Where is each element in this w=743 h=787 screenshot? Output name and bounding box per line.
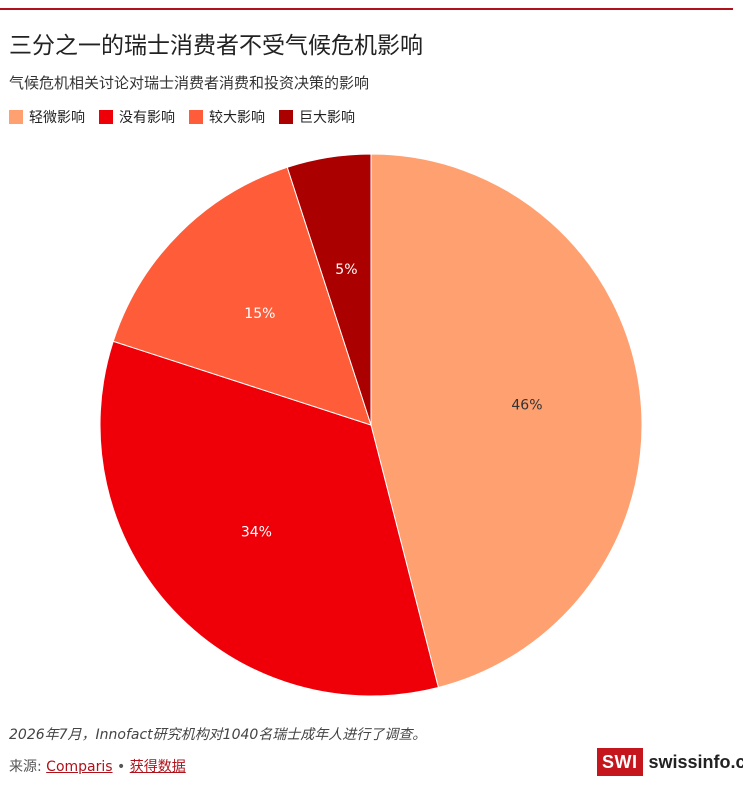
source-link[interactable]: Comparis — [46, 759, 113, 775]
legend-label-slight: 轻微影响 — [29, 110, 85, 126]
pie-chart: 46% 34% 15% 5% — [99, 153, 643, 697]
swissinfo-logo[interactable]: SWI swissinfo.ch — [597, 748, 743, 776]
source-separator: • — [112, 759, 130, 775]
legend-item-huge[interactable]: 巨大影响 — [279, 107, 355, 127]
legend-label-huge: 巨大影响 — [299, 110, 355, 126]
pie-label-huge: 5% — [335, 262, 357, 278]
legend-item-large[interactable]: 较大影响 — [189, 107, 265, 127]
pie-label-large: 15% — [244, 306, 275, 322]
chart-title: 三分之一的瑞士消费者不受气候危机影响 — [9, 33, 423, 59]
legend-item-none[interactable]: 没有影响 — [99, 107, 175, 127]
logo-box: SWI — [597, 748, 643, 776]
legend-label-large: 较大影响 — [209, 110, 265, 126]
pie-slice-large[interactable] — [112, 166, 372, 426]
legend-label-none: 没有影响 — [119, 110, 175, 126]
source-label: 来源: — [9, 759, 47, 775]
pie-slice-none[interactable] — [99, 340, 440, 697]
chart-subtitle: 气候危机相关讨论对瑞士消费者消费和投资决策的影响 — [9, 74, 370, 92]
legend: 轻微影响 没有影响 较大影响 巨大影响 — [9, 107, 369, 127]
pie-slice-slight[interactable] — [370, 153, 643, 689]
legend-swatch-huge — [279, 110, 293, 124]
legend-item-slight[interactable]: 轻微影响 — [9, 107, 85, 127]
survey-note: 2026年7月，Innofact研究机构对1040名瑞士成年人进行了调查。 — [9, 727, 427, 743]
legend-swatch-slight — [9, 110, 23, 124]
pie-label-slight: 46% — [511, 397, 542, 413]
legend-swatch-large — [189, 110, 203, 124]
logo-text: swissinfo.ch — [648, 751, 743, 772]
pie-label-none: 34% — [241, 525, 272, 541]
top-rule — [0, 8, 733, 10]
pie-slice-huge[interactable] — [286, 153, 372, 426]
get-data-link[interactable]: 获得数据 — [129, 759, 186, 775]
legend-swatch-none — [99, 110, 113, 124]
source-line: 来源: Comparis • 获得数据 — [9, 756, 186, 776]
